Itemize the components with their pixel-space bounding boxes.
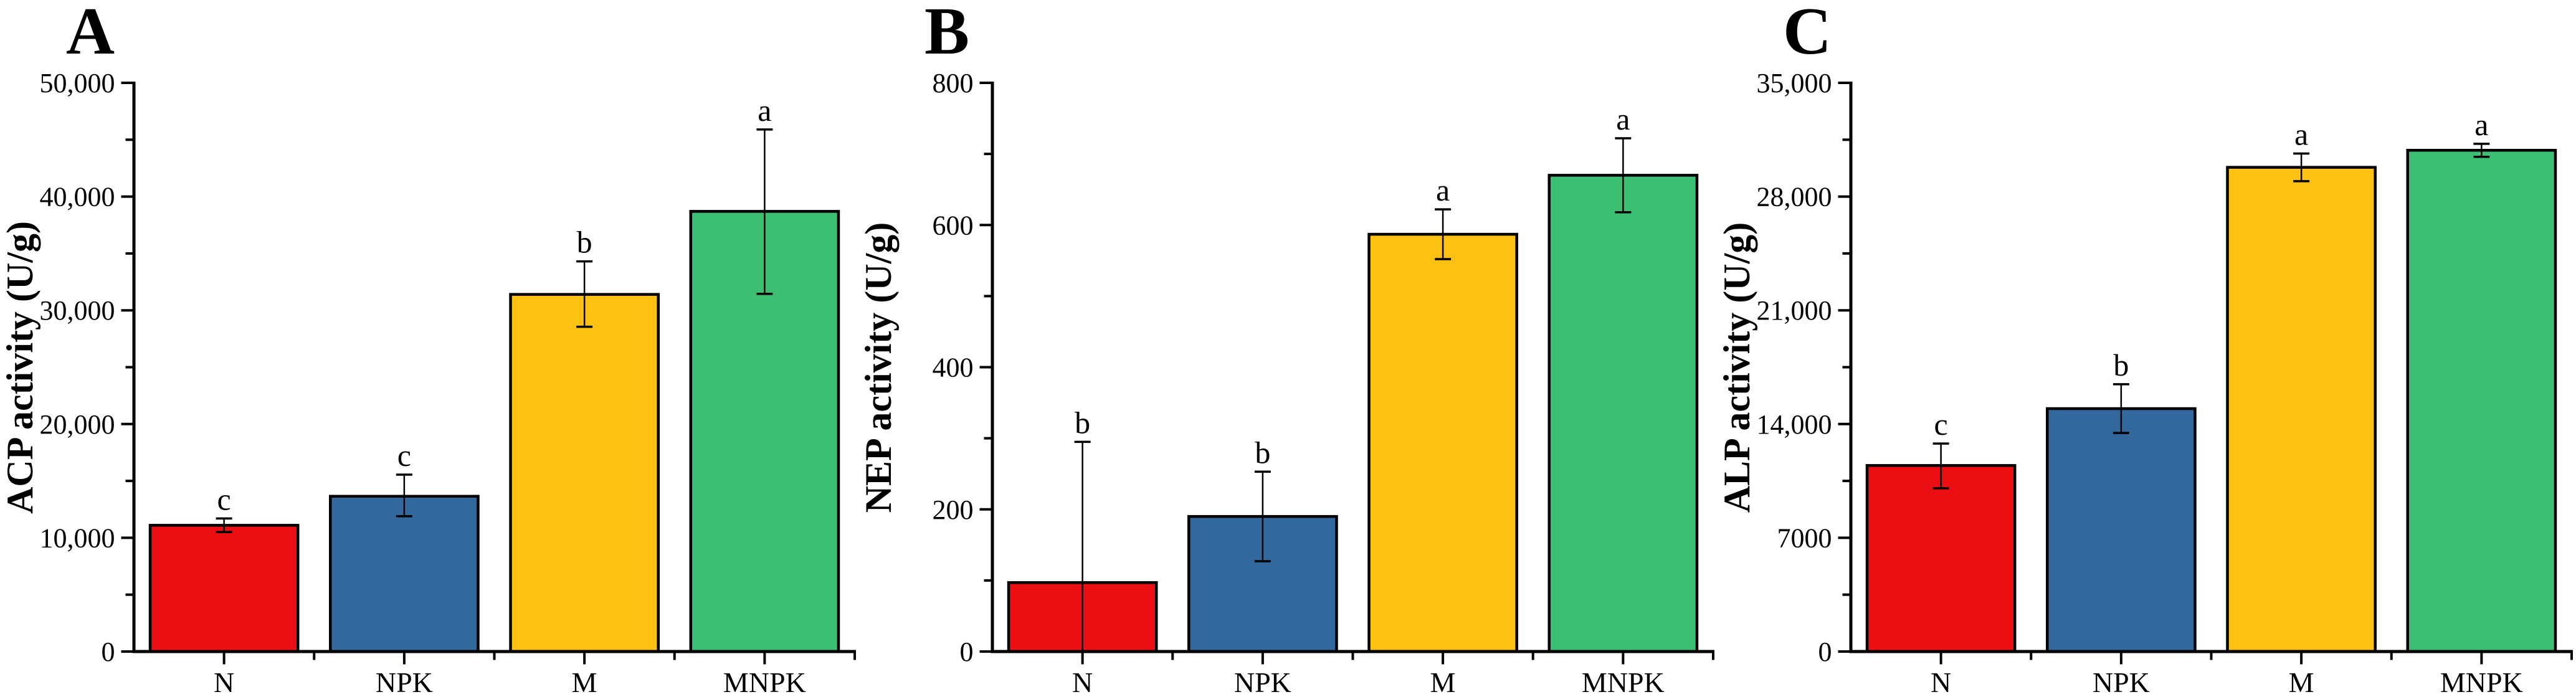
chart-panel-c: C ALP activity (U/g) 0 7000 14,000 21,000 28…	[1717, 0, 2575, 697]
x-category-label-npk: NPK	[2093, 666, 2150, 697]
bar-chart-acp: A ACP activity (U/g) 0 10,000 20,000 30,000…	[0, 0, 856, 697]
sig-letter-n: c	[217, 481, 231, 516]
bar-chart-alp: C ALP activity (U/g) 0 7000 14,000 21,000 28…	[1717, 0, 2573, 697]
bar-mnpk	[1547, 174, 1699, 653]
plot-area-acp: 0 10,000 20,000 30,000 40,000 50,000 c c b a N NPK M…	[40, 68, 856, 697]
sig-letter-npk: b	[2113, 348, 2129, 382]
x-category-label-n: N	[1931, 666, 1951, 697]
chart-panel-b: B NEP activity (U/g) 0 200 400 600 800 b b a a N N…	[858, 0, 1717, 697]
y-tick-label: 28,000	[1757, 182, 1832, 212]
y-tick-label: 600	[933, 210, 974, 240]
x-category-label-m: M	[1430, 666, 1456, 697]
y-tick-label: 20,000	[40, 409, 115, 440]
sig-letter-mnpk: a	[2474, 107, 2488, 142]
sig-letter-n: b	[1075, 405, 1090, 440]
sig-letter-m: a	[2294, 116, 2308, 151]
x-category-label-mnpk: MNPK	[723, 666, 806, 697]
bar-npk	[329, 495, 480, 653]
y-tick-label: 40,000	[40, 182, 115, 212]
plot-area-alp: 0 7000 14,000 21,000 28,000 35,000 c b a a N NPK M MN…	[1757, 68, 2573, 697]
y-tick-label: 0	[1818, 637, 1832, 667]
x-category-label-n: N	[214, 666, 234, 697]
sig-letter-npk: c	[397, 438, 411, 473]
y-tick-label: 7000	[1777, 523, 1832, 553]
plot-area-nep: 0 200 400 600 800 b b a a N NPK M MNPK	[933, 68, 1714, 697]
y-tick-label: 0	[960, 637, 974, 667]
sig-letter-npk: b	[1255, 435, 1270, 470]
bar-chart-nep: B NEP activity (U/g) 0 200 400 600 800 b b a a N N…	[858, 0, 1714, 697]
bar-m	[2226, 166, 2377, 653]
x-category-label-npk: NPK	[376, 666, 433, 697]
bar-npk	[2046, 407, 2197, 653]
bar-m	[1367, 232, 1518, 653]
bar-n	[1865, 464, 2017, 653]
x-category-label-n: N	[1072, 666, 1093, 697]
y-axis-title-nep: NEP activity (U/g)	[858, 222, 899, 513]
y-tick-label: 50,000	[40, 68, 115, 98]
x-category-label-mnpk: MNPK	[2440, 666, 2523, 697]
sig-letter-m: b	[577, 225, 592, 260]
x-category-label-m: M	[2289, 666, 2314, 697]
y-axis-title-alp: ALP activity (U/g)	[1717, 222, 1757, 513]
x-category-label-mnpk: MNPK	[1582, 666, 1665, 697]
y-tick-label: 400	[933, 353, 974, 383]
panel-letter-b: B	[924, 0, 969, 69]
y-tick-label: 30,000	[40, 295, 115, 326]
y-tick-label: 800	[933, 68, 974, 98]
sig-letter-n: c	[1934, 407, 1948, 442]
chart-panel-a: A ACP activity (U/g) 0 10,000 20,000 30,000…	[0, 0, 858, 697]
y-tick-label: 21,000	[1757, 295, 1832, 326]
y-tick-label: 10,000	[40, 523, 115, 553]
bar-m	[509, 293, 660, 653]
y-tick-label: 35,000	[1757, 68, 1832, 98]
y-axis-title-acp: ACP activity (U/g)	[0, 221, 40, 514]
y-tick-label: 14,000	[1757, 409, 1832, 440]
sig-letter-m: a	[1436, 173, 1450, 207]
y-tick-label: 0	[102, 637, 115, 667]
bar-n	[148, 524, 300, 653]
bar-mnpk	[2406, 149, 2557, 653]
panel-letter-c: C	[1783, 0, 1832, 69]
sig-letter-mnpk: a	[1616, 102, 1630, 136]
panel-letter-a: A	[66, 0, 115, 69]
y-tick-label: 200	[933, 495, 974, 525]
x-category-label-npk: NPK	[1234, 666, 1291, 697]
sig-letter-mnpk: a	[758, 93, 771, 128]
x-category-label-m: M	[572, 666, 597, 697]
